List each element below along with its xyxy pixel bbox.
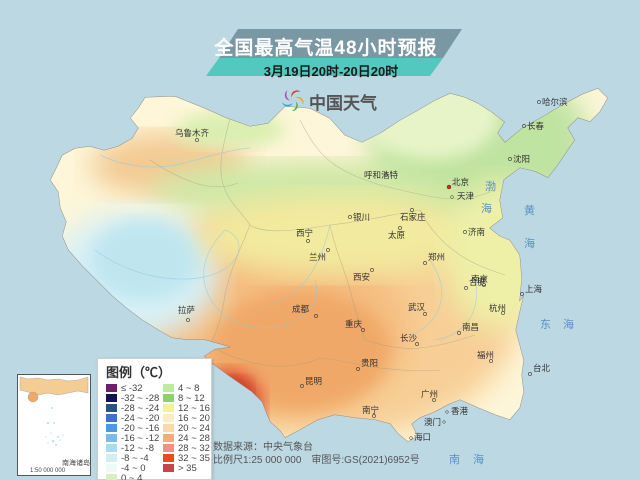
svg-text:南: 南 [449, 453, 462, 466]
svg-text:海: 海 [524, 236, 537, 250]
svg-text:渤: 渤 [485, 180, 498, 193]
svg-text:东: 东 [540, 318, 553, 331]
svg-text:海: 海 [481, 201, 494, 215]
svg-text:南海诸岛: 南海诸岛 [62, 458, 90, 467]
svg-text:黄: 黄 [524, 203, 537, 217]
svg-text:海: 海 [563, 317, 576, 331]
svg-text:1:50 000 000: 1:50 000 000 [30, 468, 66, 474]
svg-text:海: 海 [473, 452, 486, 466]
